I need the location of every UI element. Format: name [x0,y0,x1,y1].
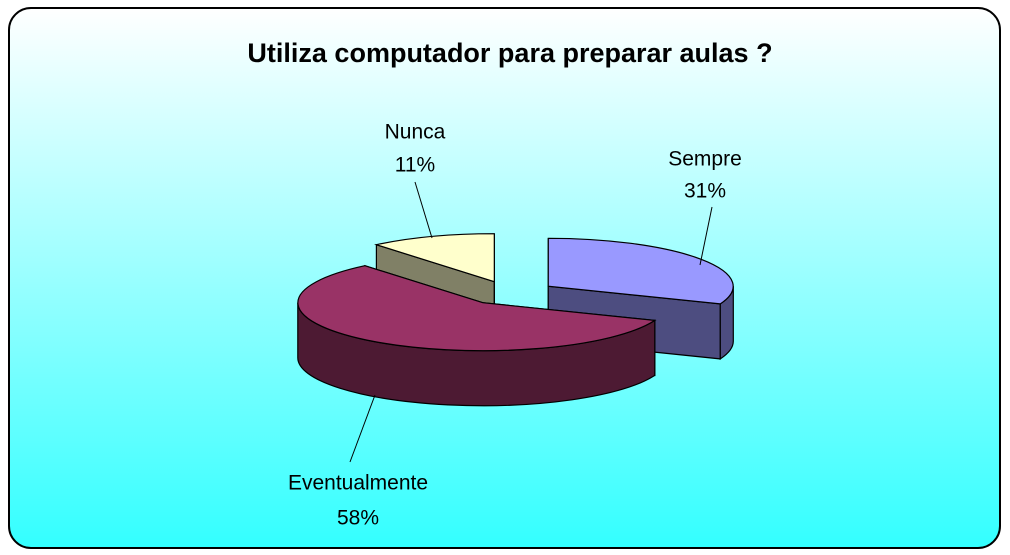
leader-line [699,206,713,266]
slice-value-label: 11% [395,154,435,177]
chart-frame [8,7,1001,549]
pie-slice-3d [297,264,657,407]
leader-line [414,181,433,239]
slice-label: Eventualmente [288,472,428,495]
leader-line [349,394,376,463]
slice-value-label: 58% [337,507,379,530]
slice-value-label: 31% [684,180,726,203]
slice-label: Nunca [385,121,446,144]
pie-slice [297,265,657,352]
chart-title: Utiliza computador para preparar aulas ? [247,38,772,68]
slice-label: Sempre [668,148,742,171]
